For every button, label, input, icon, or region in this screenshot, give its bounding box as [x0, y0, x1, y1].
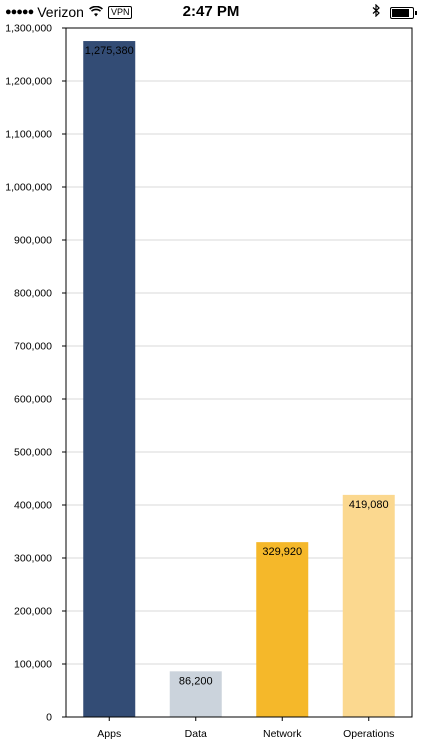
- bar-operations: [342, 494, 395, 717]
- bar-value-label: 1,275,380: [85, 45, 134, 57]
- y-tick-label: 600,000: [14, 394, 52, 406]
- bar-value-labels: 1,275,380 86,200 329,920 419,080: [85, 45, 389, 687]
- battery-icon: [390, 7, 417, 19]
- y-tick-label: 1,100,000: [5, 129, 52, 141]
- status-left: ●●●●● Verizon VPN: [5, 4, 133, 20]
- bar-apps: [83, 41, 136, 718]
- battery-level: [392, 9, 409, 17]
- status-time: 2:47 PM: [182, 3, 240, 20]
- x-axis-tick-labels: Apps Data Network Operations: [97, 717, 394, 740]
- y-tick-label: 700,000: [14, 341, 52, 353]
- y-tick-label: 400,000: [14, 500, 52, 512]
- carrier-name: Verizon: [37, 4, 84, 20]
- x-tick-label: Network: [263, 728, 302, 740]
- y-tick-label: 1,200,000: [5, 76, 52, 88]
- bar-data: [169, 671, 222, 717]
- y-tick-label: 200,000: [14, 606, 52, 618]
- bars: [83, 41, 395, 718]
- bar-value-label: 86,200: [179, 675, 213, 687]
- y-axis-tick-labels: 0 100,000 200,000 300,000 400,000 500,000 600,…: [5, 23, 66, 724]
- plot-frame: [65, 27, 413, 718]
- battery-tip: [415, 11, 417, 15]
- signal-strength-icon: ●●●●●: [5, 6, 34, 18]
- y-tick-label: 1,000,000: [5, 182, 52, 194]
- y-tick-label: 900,000: [14, 235, 52, 247]
- bar-network: [256, 542, 309, 717]
- status-right: [372, 3, 417, 22]
- x-tick-label: Data: [185, 728, 207, 740]
- bar-value-label: 329,920: [262, 546, 302, 558]
- y-tick-label: 800,000: [14, 288, 52, 300]
- vpn-badge: VPN: [107, 5, 133, 19]
- y-tick-label: 300,000: [14, 553, 52, 565]
- x-tick-label: Operations: [343, 728, 394, 740]
- y-tick-label: 100,000: [14, 659, 52, 671]
- y-tick-label: 1,300,000: [5, 23, 52, 35]
- bluetooth-icon: [372, 3, 380, 22]
- wifi-icon: [88, 4, 103, 20]
- y-tick-label: 0: [46, 712, 52, 724]
- status-bar: ●●●●● Verizon VPN 2:47 PM: [0, 0, 422, 22]
- y-tick-label: 500,000: [14, 447, 52, 459]
- bar-value-label: 419,080: [349, 499, 389, 511]
- x-tick-label: Apps: [97, 728, 121, 740]
